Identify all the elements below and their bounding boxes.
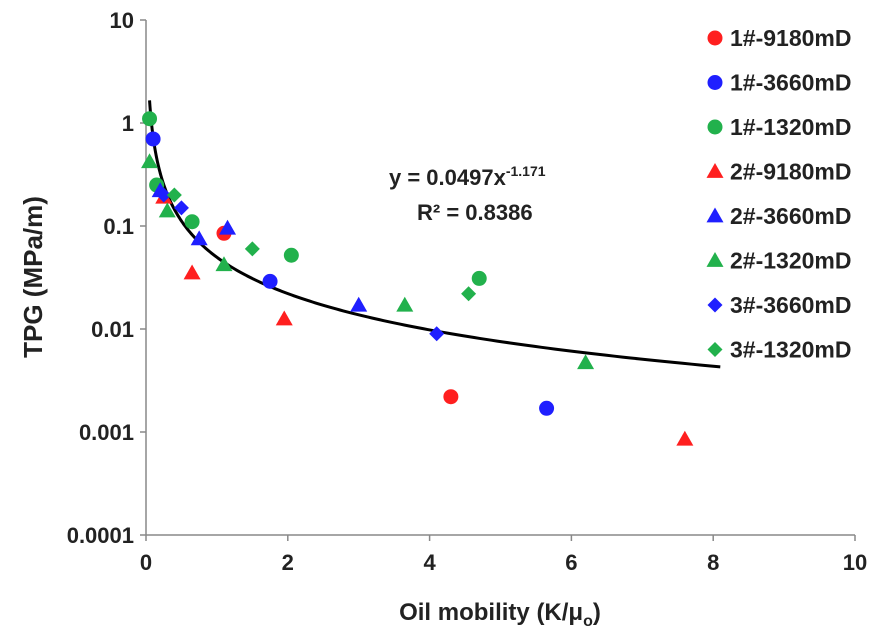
data-markers — [141, 111, 694, 446]
legend-marker — [706, 207, 724, 223]
data-point-2#-1320mD — [141, 153, 159, 169]
legend-item: 2#-3660mD — [706, 203, 851, 229]
trendline-equation: y = 0.0497x-1.171 — [389, 163, 546, 190]
data-point-1#-9180mD — [443, 389, 459, 405]
legend-item: 3#-3660mD — [707, 292, 851, 318]
x-tick-label: 2 — [282, 550, 294, 575]
data-point-1#-3660mD — [539, 400, 555, 416]
legend-label: 3#-1320mD — [730, 337, 851, 363]
plot-area — [145, 20, 855, 536]
y-axis-title: TPG (MPa/m) — [18, 196, 48, 358]
legend-label: 2#-3660mD — [730, 203, 851, 229]
data-point-2#-9180mD — [183, 264, 201, 280]
data-point-3#-3660mD — [173, 200, 189, 216]
y-tick-label: 1 — [122, 111, 134, 136]
data-point-3#-3660mD — [429, 326, 445, 342]
data-point-1#-3660mD — [262, 273, 278, 289]
legend-item: 3#-1320mD — [707, 337, 851, 363]
legend-label: 1#-9180mD — [730, 25, 851, 51]
y-tick-label: 0.001 — [79, 420, 134, 445]
data-point-2#-1320mD — [577, 354, 595, 370]
data-point-2#-3660mD — [350, 296, 368, 312]
legend-marker — [706, 163, 724, 178]
data-point-2#-1320mD — [158, 202, 176, 218]
data-point-2#-9180mD — [275, 310, 293, 326]
x-tick-label: 10 — [843, 550, 867, 575]
legend-label: 1#-3660mD — [730, 70, 851, 96]
data-point-3#-1320mD — [166, 187, 182, 203]
legend-label: 3#-3660mD — [730, 292, 851, 318]
data-point-2#-1320mD — [396, 296, 414, 312]
data-point-3#-3660mD — [156, 187, 172, 203]
y-tick-label: 0.1 — [103, 214, 134, 239]
data-point-3#-1320mD — [244, 241, 260, 257]
data-point-2#-3660mD — [219, 219, 237, 235]
data-point-1#-1320mD — [283, 247, 299, 263]
data-point-1#-1320mD — [142, 111, 158, 127]
data-point-3#-1320mD — [461, 286, 477, 302]
legend-marker — [707, 119, 723, 135]
data-point-1#-3660mD — [145, 131, 161, 147]
y-tick-label: 10 — [110, 8, 134, 33]
y-tick-label: 0.01 — [91, 317, 134, 342]
x-tick-labels: 0 2 4 6 8 10 — [140, 535, 867, 575]
data-point-2#-1320mD — [215, 256, 233, 272]
trendline-r-squared: R² = 0.8386 — [417, 200, 533, 225]
legend-marker — [707, 30, 723, 46]
legend-label: 2#-9180mD — [730, 159, 851, 185]
data-point-2#-3660mD — [190, 230, 208, 246]
y-tick-label: 0.0001 — [67, 523, 134, 548]
x-tick-label: 4 — [423, 550, 436, 575]
legend: 1#-9180mD 1#-3660mD 1#-1320mD 2#-9180mD 2#-3… — [706, 25, 851, 363]
legend-item: 2#-1320mD — [706, 248, 851, 274]
legend-label: 1#-1320mD — [730, 114, 851, 140]
x-tick-label: 0 — [140, 550, 152, 575]
data-point-1#-1320mD — [471, 270, 487, 286]
x-axis-title: Oil mobility (K/μo) — [399, 599, 601, 630]
x-tick-label: 6 — [565, 550, 577, 575]
legend-marker — [706, 252, 724, 267]
data-point-1#-1320mD — [184, 214, 200, 230]
legend-label: 2#-1320mD — [730, 248, 851, 274]
legend-item: 1#-9180mD — [707, 25, 851, 51]
y-tick-labels: 0.0001 0.001 0.01 0.1 1 10 — [67, 8, 146, 548]
legend-marker — [707, 297, 723, 313]
data-point-2#-9180mD — [676, 430, 694, 446]
legend-item: 2#-9180mD — [706, 159, 851, 185]
x-tick-label: 8 — [707, 550, 719, 575]
legend-marker — [707, 75, 723, 90]
legend-item: 1#-1320mD — [707, 114, 851, 140]
legend-marker — [707, 342, 723, 357]
legend-item: 1#-3660mD — [707, 70, 851, 96]
